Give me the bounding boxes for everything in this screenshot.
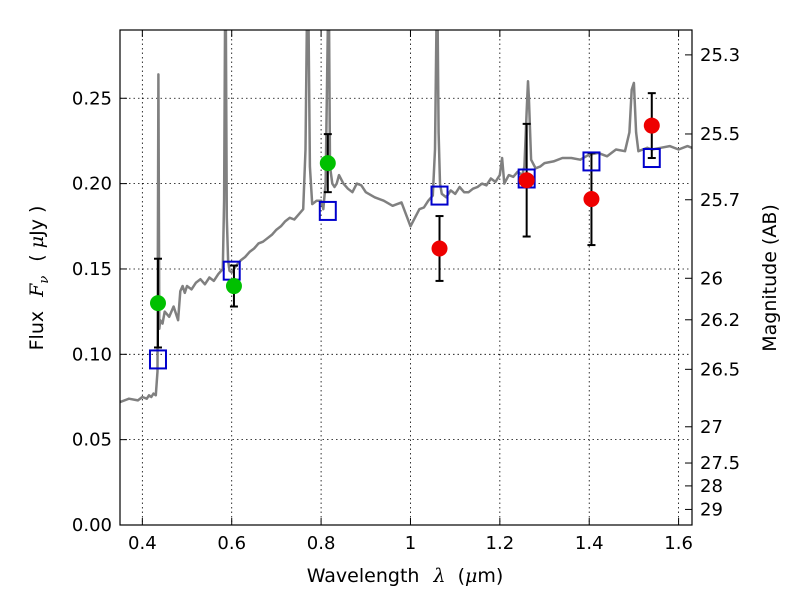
y2-tick-label: 25.5: [700, 124, 740, 145]
y-tick-label: 0.00: [72, 515, 112, 536]
y-tick-label: 0.10: [72, 344, 112, 365]
y-axis-label-unit-close: ): [26, 206, 48, 213]
y-axis-label-subscript: ν: [37, 276, 52, 284]
y-tick-label: 0.05: [72, 430, 112, 451]
y2-tick-label: 25.7: [700, 190, 740, 211]
observed-photometry-point: [643, 117, 660, 134]
x-axis-label-unit-mu: μ: [465, 565, 477, 587]
observed-photometry-point: [431, 240, 448, 257]
model-photometry-square: [148, 349, 167, 370]
y2-tick-label: 26.5: [700, 359, 740, 380]
model-photometry-square: [582, 151, 601, 172]
x-tick-label: 1.4: [575, 533, 604, 554]
y-tick-label: 0.15: [72, 259, 112, 280]
model-photometry-square: [642, 148, 661, 169]
x-tick-label: 0.4: [128, 533, 157, 554]
observed-photometry-point: [583, 190, 600, 207]
y-axis-label-symbol: F: [26, 283, 48, 298]
x-tick-label: 0.8: [307, 533, 336, 554]
y2-tick-label: 28: [700, 476, 723, 497]
x-tick-label: 0.6: [217, 533, 246, 554]
plot-background: [120, 30, 692, 525]
y-axis-label-unit-mu: μ: [26, 236, 48, 248]
observed-photometry-point: [149, 295, 166, 312]
model-spectrum-line: [120, 30, 692, 404]
y2-tick-label: 26.2: [700, 310, 740, 331]
data-series: [120, 30, 692, 404]
x-axis-label-unit-open: (: [458, 565, 465, 587]
observed-photometry-point: [518, 172, 535, 189]
y2-tick-label: 29: [700, 499, 723, 520]
x-tick-label: 1.2: [486, 533, 515, 554]
y-axis-label-text: Flux: [26, 311, 48, 351]
x-tick-label: 1: [405, 533, 416, 554]
y-axis-label-unit-rest: Jy: [26, 219, 48, 237]
axes: 0.4 0.6 0.8 1 1.2 1.4 1.6 0.00 0.05 0.10 0.15 0.20 0…: [72, 29, 740, 554]
y2-axis-label: Magnitude (AB): [759, 204, 781, 352]
y-tick-label: 0.25: [72, 88, 112, 109]
x-axis-label-text: Wavelength: [307, 565, 420, 587]
y-tick-label: 0.20: [72, 174, 112, 195]
model-photometry-square: [430, 185, 449, 206]
x-axis-label-unit-rest: m): [477, 565, 503, 587]
plot-frame: [119, 29, 693, 526]
model-photometry-square: [318, 200, 337, 221]
x-axis-label-symbol: λ: [432, 565, 445, 587]
observed-photometry-point: [319, 155, 336, 172]
y-axis-label: Flux Fν ( μJy): [26, 206, 53, 351]
y2-tick-label: 27: [700, 417, 723, 438]
y2-tick-label: 26: [700, 268, 723, 289]
y2-tick-label: 27.5: [700, 453, 740, 474]
y-axis-label-unit-open: (: [26, 254, 48, 261]
observed-photometry-point: [225, 278, 242, 295]
x-tick-label: 1.6: [664, 533, 693, 554]
y2-tick-label: 25.3: [700, 45, 740, 66]
grid: [120, 30, 692, 526]
x-axis-label: Wavelength λ (μm): [307, 565, 504, 587]
